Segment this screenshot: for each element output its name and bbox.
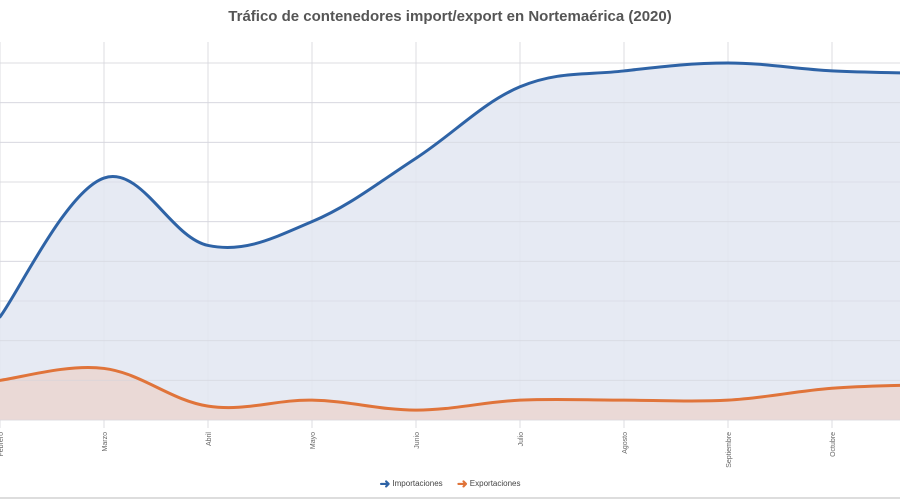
x-tick-label: Julio	[518, 432, 525, 447]
line-importaciones	[0, 61, 900, 319]
x-tick-label: Septiembre	[726, 432, 733, 468]
legend-item-importaciones: ➜ Importaciones	[380, 476, 443, 492]
x-tick-label: Mayo	[310, 432, 317, 449]
divider	[0, 497, 900, 499]
x-tick-label: Abril	[206, 432, 213, 446]
area-exportaciones	[0, 367, 900, 420]
x-tick-label: Octubre	[830, 432, 837, 457]
x-tick-label: Marzo	[102, 432, 109, 452]
chart-title: Tráfico de contenedores import/export en…	[228, 8, 672, 25]
area-importaciones	[0, 63, 900, 420]
legend-label: Exportaciones	[469, 479, 521, 489]
x-tick-label: Febrero	[0, 432, 5, 457]
orange-arrow-icon: ➜	[456, 476, 468, 491]
legend: ➜ Importaciones ➜ Exportaciones	[0, 476, 900, 492]
blue-arrow-icon: ➜	[379, 476, 391, 491]
x-tick-label: Agosto	[622, 432, 629, 454]
legend-item-exportaciones: ➜ Exportaciones	[457, 476, 521, 492]
x-tick-label: Junio	[414, 432, 421, 449]
legend-label: Importaciones	[392, 479, 443, 489]
line-exportaciones	[0, 366, 900, 412]
